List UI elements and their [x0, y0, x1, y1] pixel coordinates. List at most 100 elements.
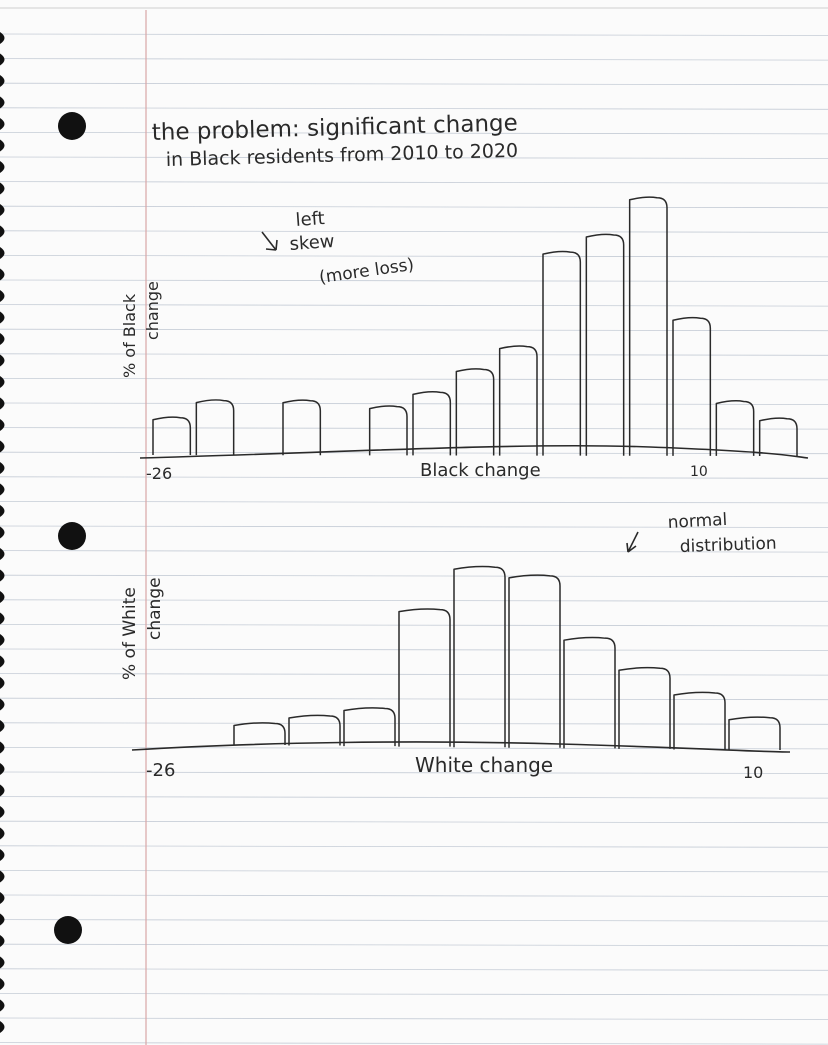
perforation: [0, 870, 5, 883]
perforation: [0, 827, 5, 840]
perforation: [0, 333, 5, 345]
ruled-line: [0, 402, 828, 405]
perforation: [0, 419, 5, 431]
bar: [233, 722, 286, 745]
bar: [715, 400, 755, 456]
perforation: [0, 483, 5, 496]
ruled-line: [0, 377, 828, 381]
bar: [673, 691, 726, 750]
perforation: [0, 247, 5, 259]
bar: [368, 405, 408, 456]
x-min-tick-label: -26: [146, 464, 172, 483]
ruled-line: [0, 624, 828, 627]
perforation: [0, 118, 5, 130]
y-axis-label-line-2: change: [143, 281, 162, 340]
ruled-line: [0, 1042, 828, 1045]
ruled-line: [0, 894, 828, 897]
bar: [343, 707, 396, 747]
annotation-line-2: distribution: [679, 534, 777, 557]
arrow-icon: [261, 231, 278, 251]
ruled-line: [0, 156, 828, 159]
perforation: [0, 440, 5, 453]
bar: [628, 196, 668, 456]
ruled-line: [0, 205, 828, 209]
ruled-line: [0, 427, 828, 430]
perforation: [0, 462, 5, 474]
ruled-line: [0, 1017, 828, 1020]
perforation: [0, 634, 5, 646]
perforation: [0, 397, 5, 410]
perforation: [0, 354, 5, 367]
perforation: [0, 1021, 5, 1033]
ruled-line: [0, 796, 828, 799]
x-axis-label: White change: [415, 753, 553, 777]
ruled-line: [0, 476, 828, 479]
perforation: [0, 75, 5, 87]
perforations: [0, 32, 5, 1033]
perforation: [0, 978, 5, 990]
perforation: [0, 677, 5, 689]
ruled-line: [0, 33, 828, 36]
bar: [618, 666, 671, 749]
ruled-line: [0, 574, 828, 578]
perforation: [0, 698, 5, 711]
perforation: [0, 290, 5, 302]
perforation: [0, 956, 5, 969]
arrow-icon: [626, 531, 639, 553]
y-axis-label-line-1: % of White: [120, 587, 140, 680]
ruled-line: [0, 279, 828, 282]
ruled-line: [0, 328, 828, 332]
annotation-line-2: skew: [289, 231, 335, 255]
perforation: [0, 892, 5, 904]
ruled-line: [0, 353, 828, 356]
perforation: [0, 784, 5, 797]
white-change-histogram: -26 10 White change % of White change no…: [120, 510, 791, 782]
ruled-line: [0, 500, 828, 504]
bar: [282, 399, 322, 456]
ruled-line: [0, 820, 828, 824]
perforation: [0, 913, 5, 926]
perforation: [0, 591, 5, 603]
bar: [508, 574, 561, 748]
perforation: [0, 268, 5, 281]
perforation: [0, 204, 5, 216]
bar: [498, 345, 538, 456]
annotation-line-1: left: [295, 208, 326, 231]
ruled-lines: [0, 33, 828, 1045]
bars: [152, 196, 798, 456]
ruled-line: [0, 722, 828, 725]
perforation: [0, 182, 5, 195]
binder-hole-middle: [58, 522, 86, 550]
perforation: [0, 720, 5, 732]
perforation: [0, 505, 5, 517]
bar: [455, 368, 495, 456]
x-axis-label: Black change: [420, 460, 541, 481]
bar: [195, 399, 235, 456]
perforation: [0, 53, 5, 66]
perforation: [0, 32, 5, 44]
ruled-line: [0, 58, 828, 61]
perforation: [0, 569, 5, 582]
ruled-line: [0, 230, 828, 233]
ruled-line: [0, 697, 828, 701]
annotation-line-1: normal: [667, 510, 728, 533]
y-axis-label-line-1: % of Black: [120, 293, 139, 378]
perforation: [0, 612, 5, 625]
ruled-line: [0, 919, 828, 922]
x-max-tick-label: 10: [690, 464, 708, 480]
ruled-line: [0, 599, 828, 602]
ruled-line: [0, 943, 828, 947]
annotation-line-3: (more loss): [318, 255, 415, 288]
bar: [412, 390, 452, 456]
perforation: [0, 311, 5, 324]
ruled-line: [0, 451, 828, 455]
bar: [152, 416, 192, 455]
bar: [758, 417, 798, 456]
ruled-line: [0, 993, 828, 996]
ruled-line: [0, 181, 828, 184]
perforation: [0, 935, 5, 947]
perforation: [0, 161, 5, 173]
ruled-line: [0, 254, 828, 258]
